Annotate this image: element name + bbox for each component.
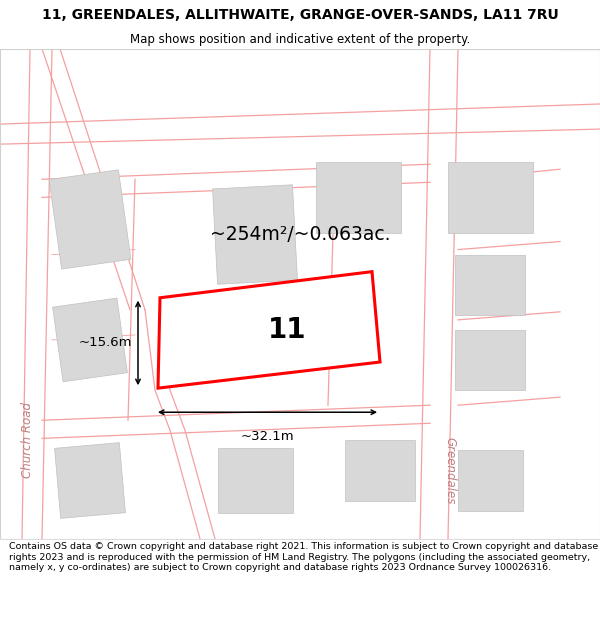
Text: ~254m²/~0.063ac.: ~254m²/~0.063ac. [210,225,390,244]
Polygon shape [448,162,533,232]
Polygon shape [212,185,298,284]
Polygon shape [53,298,127,382]
Polygon shape [455,330,525,390]
Text: 11: 11 [268,316,307,344]
Polygon shape [455,254,525,315]
Text: Contains OS data © Crown copyright and database right 2021. This information is : Contains OS data © Crown copyright and d… [9,542,598,572]
Text: Greendales: Greendales [443,437,457,504]
Text: 11, GREENDALES, ALLITHWAITE, GRANGE-OVER-SANDS, LA11 7RU: 11, GREENDALES, ALLITHWAITE, GRANGE-OVER… [41,8,559,22]
Polygon shape [345,441,415,501]
Text: ~32.1m: ~32.1m [241,430,295,443]
Text: Church Road: Church Road [22,402,35,478]
Polygon shape [49,170,131,269]
Polygon shape [218,448,293,513]
Text: Map shows position and indicative extent of the property.: Map shows position and indicative extent… [130,32,470,46]
Polygon shape [458,451,523,511]
Text: ~15.6m: ~15.6m [79,336,132,349]
Polygon shape [316,162,401,232]
Polygon shape [55,442,125,518]
Polygon shape [158,272,380,388]
